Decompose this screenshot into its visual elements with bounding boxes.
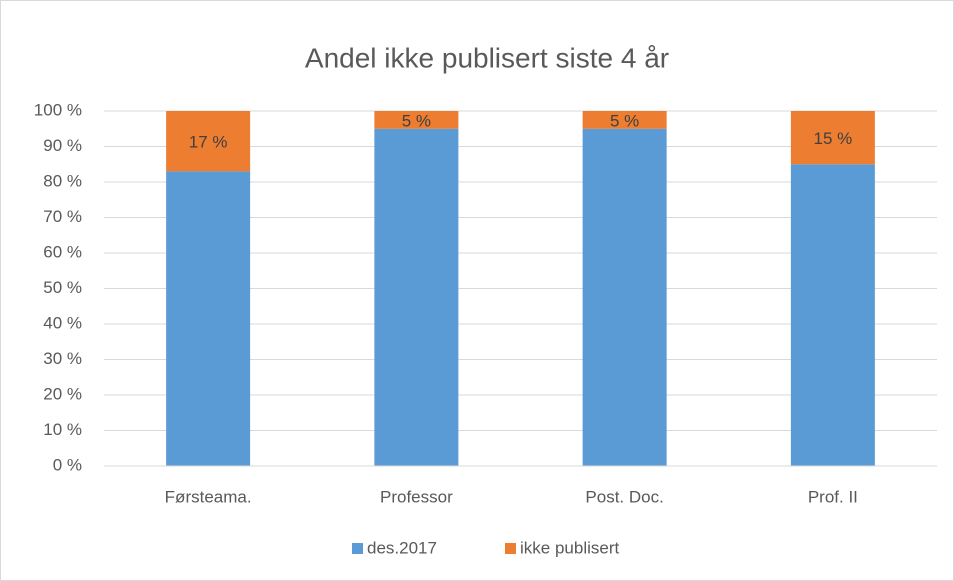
y-tick-label: 80 %	[43, 171, 82, 190]
y-tick-label: 90 %	[43, 136, 82, 155]
bar-segment	[166, 171, 251, 466]
bar-segment	[582, 128, 667, 466]
legend-swatch	[352, 543, 363, 554]
bar-segment	[374, 111, 459, 129]
x-tick-label: Post. Doc.	[585, 487, 663, 506]
y-tick-label: 30 %	[43, 349, 82, 368]
data-label: 15 %	[814, 129, 853, 148]
data-label: 17 %	[189, 133, 228, 152]
y-tick-label: 0 %	[53, 455, 82, 474]
x-tick-label: Førsteama.	[165, 487, 252, 506]
y-tick-label: 20 %	[43, 384, 82, 403]
bar-segment	[374, 128, 459, 466]
legend-label: ikke publisert	[520, 538, 619, 557]
legend-label: des.2017	[367, 538, 437, 557]
y-tick-label: 40 %	[43, 313, 82, 332]
data-label: 5 %	[402, 111, 431, 130]
legend-swatch	[505, 543, 516, 554]
data-label: 5 %	[610, 111, 639, 130]
bar-segment	[582, 111, 667, 129]
y-tick-label: 70 %	[43, 207, 82, 226]
chart-title: Andel ikke publisert siste 4 år	[305, 42, 669, 73]
y-tick-label: 50 %	[43, 278, 82, 297]
y-tick-label: 100 %	[34, 100, 82, 119]
y-tick-label: 10 %	[43, 420, 82, 439]
bar-segment	[790, 111, 875, 165]
x-tick-label: Professor	[380, 487, 453, 506]
y-tick-label: 60 %	[43, 242, 82, 261]
bar-segment	[790, 164, 875, 466]
bar-segment	[166, 111, 251, 172]
x-tick-label: Prof. II	[808, 487, 858, 506]
